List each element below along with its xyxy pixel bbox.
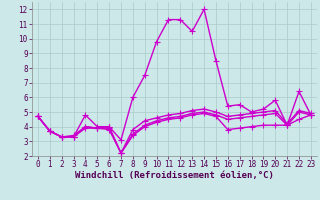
X-axis label: Windchill (Refroidissement éolien,°C): Windchill (Refroidissement éolien,°C): [75, 171, 274, 180]
